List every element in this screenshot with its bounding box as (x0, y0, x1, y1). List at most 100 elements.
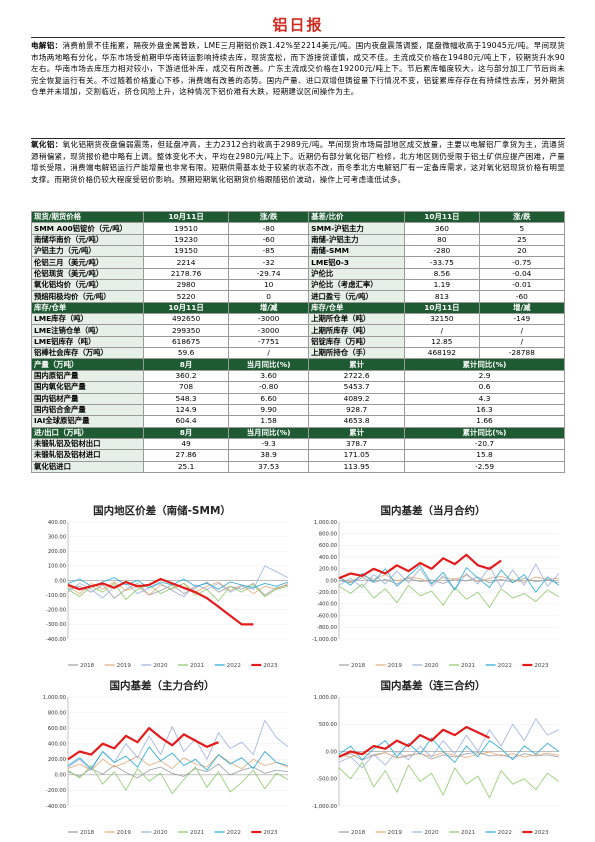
table-row: 伦铝三月（美元/吨） 2214 -32 LME铝0-3 -33.75 -0.75 (31, 256, 566, 269)
y-tick-label: 600.00 (319, 543, 337, 549)
legend-label: 2019 (117, 830, 132, 836)
y-tick-label: -400.00 (46, 804, 66, 810)
y-tick-label: -800.00 (317, 625, 337, 631)
table-cell: 360.2 (142, 369, 230, 383)
legend-label: 2023 (263, 830, 278, 836)
alumina-label: 氧化铝： (31, 140, 63, 149)
table-header-row: 进/出口（万吨） 8月 当月同比(%) 累计 累计同比(%) (31, 426, 565, 439)
table-cell: -3000 (228, 324, 310, 337)
legend-label: 2019 (388, 663, 403, 669)
table-cell: 2980 (142, 279, 230, 292)
table-cell: 25.1 (142, 460, 230, 473)
report-frame: 铝日报 电解铝：消费前景不佳拖累，隔夜外盘金属普跌，LME三月期铝价跌1.42%… (31, 10, 566, 842)
series-line-2022 (67, 746, 289, 771)
legend-label: 2022 (498, 663, 512, 669)
legend-label: 2018 (351, 663, 366, 669)
table-row: 铝棒社会库存（万吨） 59.6/上期所持仓（手） 468192 -28788 (31, 347, 566, 360)
table-cell: -32 (228, 256, 310, 269)
title-divider (31, 37, 565, 38)
table-cell: 1.19 (404, 279, 480, 292)
table-cell: / (478, 324, 566, 337)
alumina-text: 氧化铝期货夜盘偏弱震荡，但延盘冲高，主力2312合约收高于2989元/吨。早间现… (31, 140, 565, 184)
table-cell: 80 (404, 233, 480, 247)
legend-label: 2023 (263, 663, 278, 669)
table-cell: 当月同比(%) (228, 426, 310, 439)
y-tick-label: 1,000.00 (43, 695, 66, 701)
chart-title: 国内基差（连三合约） (381, 679, 486, 692)
table-cell: 27.86 (142, 449, 230, 462)
y-tick-label: 400.00 (319, 555, 337, 561)
legend-label: 2018 (80, 830, 95, 836)
table-cell: LME铝0-3 (308, 256, 406, 269)
table-row: 氧化铝均价（元/吨） 2980 10 沪伦比（考虑汇率） 1.19 -0.01 (31, 279, 566, 292)
table-cell: LME注销仓单（吨） (31, 324, 144, 337)
table-cell: 铝锭库存（万吨） (308, 335, 406, 349)
y-tick-label: 200.00 (48, 549, 66, 555)
table-cell: 产量（万吨） (31, 358, 144, 371)
series-line-2023 (67, 577, 254, 626)
report-title: 铝日报 (272, 16, 324, 34)
table-cell: 南储-沪铝主力 (308, 233, 406, 247)
table-cell: 604.4 (142, 415, 230, 428)
series-line-2019 (338, 751, 560, 759)
table-cell: 12.85 (404, 335, 480, 349)
table-cell: 南储-SMM (308, 245, 406, 258)
table-cell: 未锻轧铝及铝材出口 (31, 437, 144, 451)
table-cell: 增/减 (228, 301, 310, 315)
table-cell: 15.8 (404, 449, 565, 462)
table-cell: -80 (228, 222, 310, 235)
table-cell: 548.3 (142, 392, 230, 405)
table-cell: -29.74 (228, 267, 310, 281)
y-tick-label: -400.00 (46, 637, 66, 643)
table-cell: 37.53 (228, 460, 310, 473)
table-cell: -33.75 (404, 256, 480, 269)
table-cell: 171.05 (308, 449, 406, 462)
table-cell: 5220 (142, 290, 230, 303)
table-cell: 8月 (142, 358, 230, 371)
table-cell: 2178.76 (142, 267, 230, 281)
table-row: 国内铝合金产量 124.9 9.90 928.7 16.3 (31, 403, 565, 417)
table-cell: 南储华南价（元/吨） (31, 233, 144, 247)
chart-basis-current: 国内基差（当月合约） 1,000.00 800.00 600.00 400.00 200.… (312, 504, 560, 669)
legend-label: 2019 (388, 830, 403, 836)
table-row: SMM A00铝锭价（元/吨） 19510 -80 SMM-沪铝主力 360 5 (31, 222, 566, 235)
table-cell: 16.3 (404, 403, 565, 417)
series-line-2022 (67, 577, 289, 590)
table-row: LME铝库存（吨） 618675 -7751 铝锭库存（万吨） 12.85/ (31, 335, 566, 349)
table-cell: -7751 (228, 335, 310, 349)
table-cell: 涨/跌 (478, 210, 566, 224)
y-tick-label: 1,000.00 (314, 695, 337, 701)
table-cell: 上期所库存（吨） (308, 324, 406, 337)
table-cell: 累计 (308, 358, 406, 371)
legend-label: 2019 (117, 663, 132, 669)
table-cell: 3.60 (228, 369, 310, 383)
y-tick-label: 400.00 (48, 742, 66, 748)
table-cell: -3000 (228, 313, 310, 326)
table-cell: -60 (228, 233, 310, 247)
table-cell: 10月11日 (142, 301, 230, 315)
y-tick-label: -1,000.00 (312, 637, 337, 643)
table-header-row: 现货/期货价格 10月11日 涨/跌 基差/比价 10月11日 涨/跌 (31, 210, 566, 224)
alumina-paragraph: 氧化铝：氧化铝期货夜盘偏弱震荡，但延盘冲高，主力2312合约收高于2989元/吨… (31, 139, 565, 185)
series-line-2023 (67, 727, 219, 761)
table-cell: 468192 (404, 347, 480, 360)
table-cell: 492650 (142, 313, 230, 326)
table-cell: 4089.2 (308, 392, 406, 405)
chart-basis-third: 国内基差（连三合约） 1,000.00 500.00 0.00 -500.00 -1,00… (312, 679, 560, 836)
chart-basis-main: 国内基差（主力合约） 1,000.00 800.00 600.00 400.00 200.… (43, 679, 289, 836)
legend-label: 2022 (227, 830, 241, 836)
table-cell: -28788 (478, 347, 566, 360)
y-tick-label: 0.00 (54, 578, 66, 584)
table-cell: 10月11日 (142, 210, 230, 224)
table-cell: 9.90 (228, 403, 310, 417)
table-cell: 2214 (142, 256, 230, 269)
table-cell: / (404, 324, 480, 337)
series-line-2019 (338, 574, 560, 584)
table-cell: -9.3 (228, 437, 310, 451)
table-cell: 59.6 (142, 347, 230, 360)
table-row: LME注销仓单（吨） 299350 -3000 上期所库存（吨） / / (31, 324, 566, 337)
table-cell: 当月同比(%) (228, 358, 310, 371)
table-cell: 沪铝主力（元/吨） (31, 245, 144, 258)
table-cell: 5 (478, 222, 566, 235)
table-cell: 国内铝材产量 (31, 392, 144, 405)
